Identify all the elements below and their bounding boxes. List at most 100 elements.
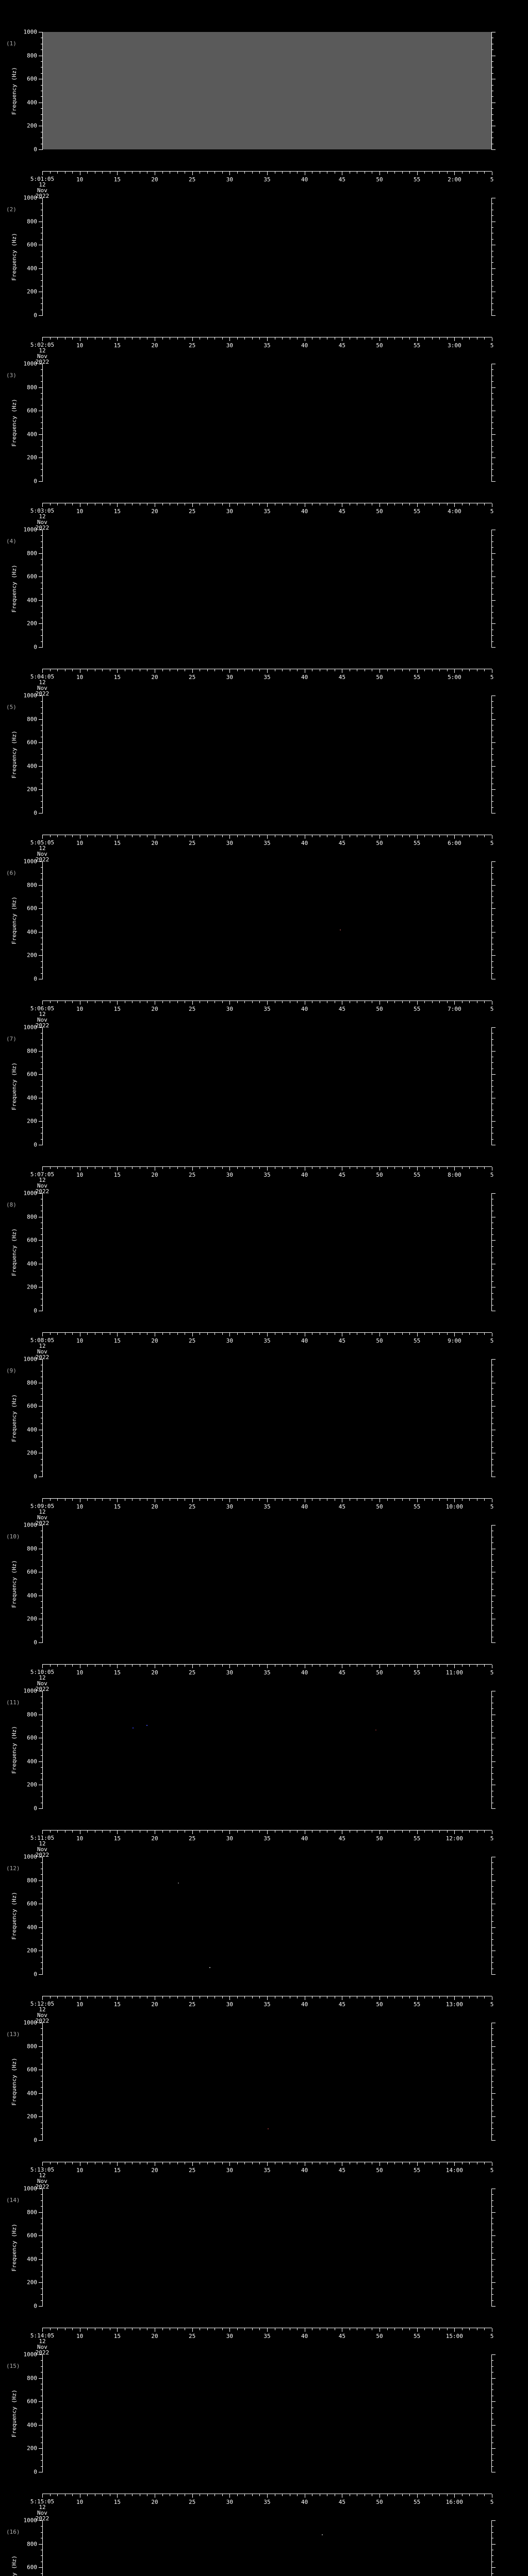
- x-tick-minor: [409, 835, 410, 837]
- x-tick-label: 25: [189, 1172, 196, 1178]
- x-axis-date-line: 12: [39, 2172, 46, 2179]
- y-tick-minor-right: [491, 1962, 493, 1963]
- x-tick-minor: [439, 337, 440, 340]
- y-tick-minor: [41, 1115, 43, 1116]
- y-tick-minor-right: [491, 701, 493, 702]
- x-tick-minor: [439, 2494, 440, 2496]
- y-tick-minor: [41, 541, 43, 542]
- x-tick-minor: [439, 1665, 440, 1667]
- x-tick-major: [417, 1665, 418, 1668]
- x-tick-major: [454, 2494, 455, 2498]
- x-tick-minor: [57, 669, 58, 671]
- x-tick-label-rollover: 16:00: [446, 2499, 463, 2505]
- x-tick-label: 50: [376, 2499, 383, 2505]
- x-tick-minor: [282, 1665, 283, 1667]
- x-tick-minor: [447, 172, 448, 174]
- x-tick-minor: [484, 172, 485, 174]
- x-tick-minor: [484, 1831, 485, 1833]
- y-tick-label: 0: [34, 1639, 37, 1646]
- x-tick-minor: [432, 1001, 433, 1003]
- y-tick-minor-right: [491, 594, 493, 595]
- x-tick-major: [117, 172, 118, 175]
- x-tick-minor: [461, 1665, 463, 1667]
- y-tick-major: [39, 1240, 43, 1241]
- x-tick-minor: [222, 1996, 223, 1998]
- x-tick-minor: [132, 2328, 133, 2330]
- y-tick-label: 800: [27, 218, 37, 225]
- y-tick-minor: [41, 2366, 43, 2367]
- x-tick-minor: [237, 1996, 238, 1998]
- spectrogram-panel: (14) Frequency (Hz) 0 200 400 600 800 1000 5:14:…: [0, 2183, 528, 2355]
- y-tick-label: 0: [34, 975, 37, 982]
- y-tick-minor: [41, 84, 43, 86]
- panel-index-label: (15): [6, 2363, 20, 2369]
- x-tick-minor: [461, 172, 463, 174]
- x-tick-label: 20: [151, 2499, 158, 2505]
- x-axis-date-line: 12: [39, 845, 46, 852]
- x-tick-minor: [439, 669, 440, 671]
- x-tick-minor: [252, 1001, 253, 1003]
- y-axis-label-text: Frequency (Hz): [10, 66, 18, 115]
- x-tick-minor: [177, 1996, 178, 1998]
- x-tick-label: 30: [226, 508, 233, 515]
- y-tick-label: 0: [34, 1141, 37, 1148]
- x-tick-major: [417, 669, 418, 673]
- x-tick-label: 30: [226, 1835, 233, 1842]
- y-tick-label: 200: [27, 1283, 37, 1291]
- x-tick-minor: [244, 1996, 245, 1998]
- x-tick-minor: [424, 2328, 425, 2330]
- y-tick-label: 200: [27, 454, 37, 461]
- x-tick-major: [229, 172, 230, 175]
- y-tick-major: [39, 457, 43, 459]
- x-tick-minor: [252, 1665, 253, 1667]
- x-tick-minor: [297, 503, 298, 505]
- x-tick-minor: [402, 1001, 403, 1003]
- y-tick-minor: [41, 920, 43, 921]
- x-tick-minor: [297, 1499, 298, 1501]
- y-tick-minor: [41, 2294, 43, 2295]
- panel-index-label: (6): [6, 870, 16, 876]
- x-axis-date-line: Nov: [37, 519, 47, 526]
- x-tick-minor: [282, 1831, 283, 1833]
- x-tick-minor: [461, 1499, 463, 1501]
- y-tick-major: [39, 1193, 43, 1194]
- x-tick-minor: [424, 503, 425, 505]
- y-tick-minor-right: [491, 2555, 493, 2556]
- y-tick-minor: [41, 1388, 43, 1389]
- y-tick-minor: [41, 2532, 43, 2533]
- y-tick-label: 1000: [23, 1024, 38, 1031]
- x-tick-minor: [72, 1996, 73, 1998]
- y-tick-minor-right: [491, 641, 493, 642]
- x-tick-label: 15: [113, 840, 121, 846]
- x-tick-minor: [387, 1831, 388, 1833]
- x-tick-label: 50: [376, 1337, 383, 1344]
- x-tick-minor: [439, 1333, 440, 1335]
- x-tick-minor: [297, 1167, 298, 1169]
- x-tick-label: 45: [338, 1006, 345, 1012]
- x-tick-label: 45: [338, 176, 345, 183]
- x-tick-label: 45: [338, 674, 345, 681]
- x-tick-minor: [387, 1001, 388, 1003]
- x-tick-minor: [87, 172, 88, 174]
- x-tick-minor: [222, 835, 223, 837]
- x-tick-major: [229, 669, 230, 673]
- y-tick-minor-right: [491, 2200, 493, 2201]
- y-tick-label: 1000: [23, 526, 38, 533]
- x-tick-label-rollover: 6:00: [448, 840, 461, 846]
- y-axis-label: Frequency (Hz): [10, 1691, 18, 1808]
- y-tick-major: [39, 2520, 43, 2521]
- y-tick-label: 1000: [23, 2351, 38, 2358]
- x-tick-major: [267, 172, 268, 175]
- y-tick-minor-right: [491, 1862, 493, 1863]
- x-tick-minor: [252, 337, 253, 340]
- x-tick-major: [117, 503, 118, 507]
- x-axis-date-line: 12: [39, 1177, 46, 1183]
- y-tick-minor-right: [491, 1578, 493, 1579]
- x-tick-label: 10: [76, 1337, 84, 1344]
- y-tick-major-right: [491, 931, 496, 933]
- x-tick-minor: [297, 337, 298, 340]
- x-tick-label: 20: [151, 1006, 158, 1012]
- x-tick-minor: [387, 2162, 388, 2164]
- y-tick-minor: [41, 1080, 43, 1081]
- y-tick-minor: [41, 2194, 43, 2195]
